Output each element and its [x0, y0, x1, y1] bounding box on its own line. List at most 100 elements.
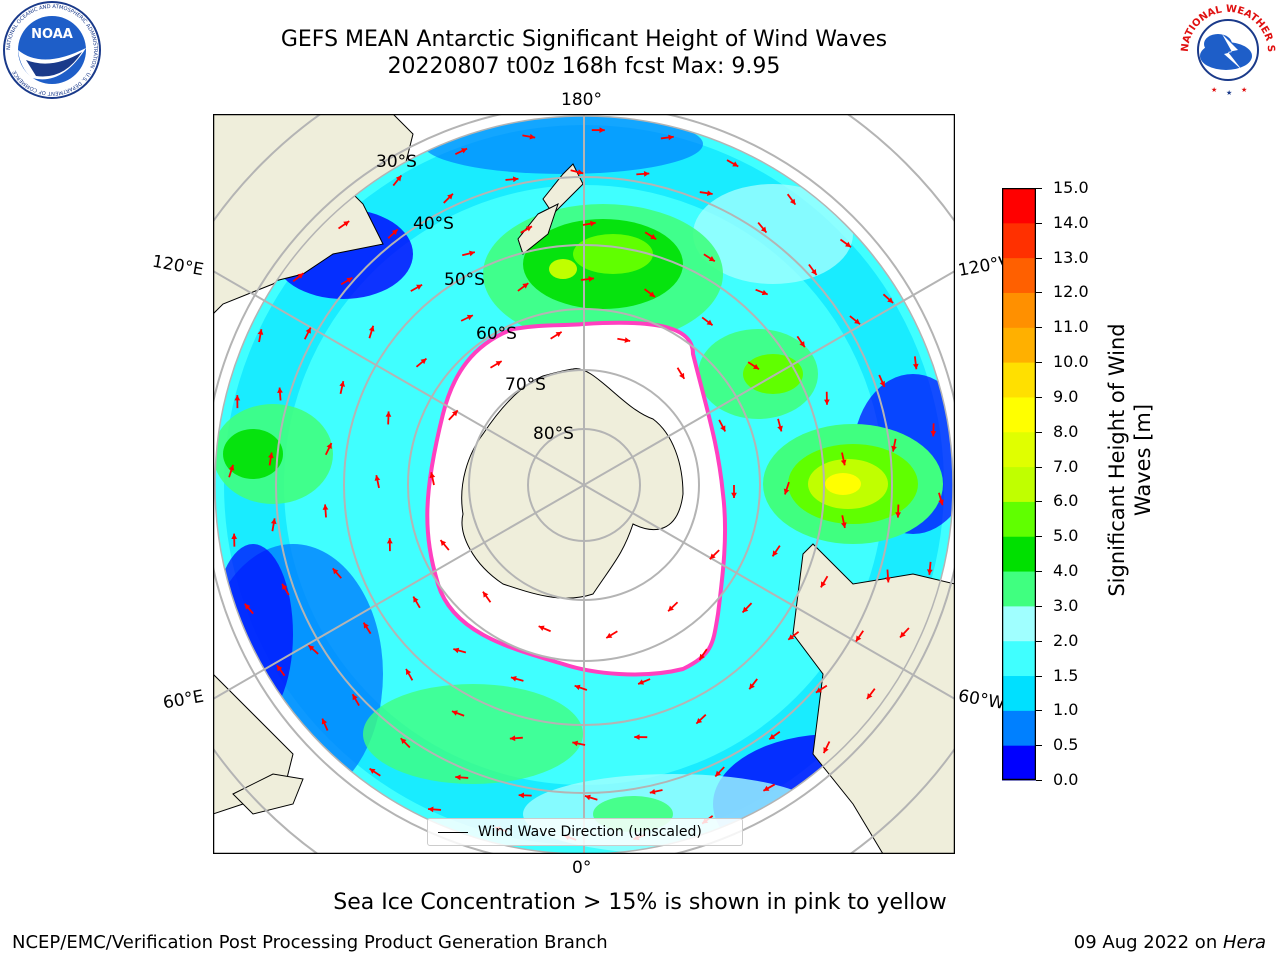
- wind-arrow-head: [385, 411, 392, 417]
- wind-arrow-head: [930, 431, 937, 437]
- wind-arrow-head: [731, 492, 737, 498]
- wind-arrow-head: [369, 768, 376, 774]
- wind-arrow-head: [512, 176, 519, 183]
- wind-arrow-head: [297, 273, 304, 279]
- wind-arrow-head: [395, 175, 402, 182]
- footer-date: 09 Aug 2022 on Hera: [1074, 932, 1266, 953]
- footer-machine: Hera: [1222, 932, 1266, 953]
- colorbar-tick: [1036, 257, 1042, 259]
- wind-arrow-head: [276, 665, 283, 672]
- footer-credit: NCEP/EMC/Verification Post Processing Pr…: [12, 932, 608, 953]
- colorbar-band: [1002, 605, 1036, 642]
- colorbar-tick: [1036, 710, 1042, 712]
- colorbar-tick: [1036, 780, 1042, 781]
- wind-arrow-head: [706, 190, 713, 197]
- colorbar-tick-label: 14.0: [1053, 212, 1089, 232]
- wind-arrow-head: [783, 488, 790, 495]
- colorbar-tick: [1036, 745, 1042, 747]
- colorbar: [1002, 188, 1036, 781]
- colorbar-band: [1002, 710, 1036, 746]
- lat-label-70s: 70°S: [505, 375, 546, 395]
- wind-arrow-head: [668, 134, 674, 141]
- svg-text:★: ★: [1211, 86, 1217, 94]
- colorbar-band: [1002, 327, 1036, 363]
- colorbar-tick-label: 1.0: [1053, 700, 1079, 720]
- wind-arrow-head: [732, 161, 739, 167]
- colorbar-tick: [1036, 327, 1042, 329]
- wind-arrow-head: [509, 735, 516, 742]
- wind-arrow-head: [866, 693, 873, 700]
- legend-line-icon: [438, 831, 468, 833]
- wind-arrow-head: [391, 229, 398, 236]
- lon-label-right-lower: 60°W: [956, 686, 1007, 714]
- wind-arrow-head: [895, 512, 901, 518]
- wind-arrow-head: [885, 577, 891, 583]
- wind-wave-direction-arrows: [228, 127, 944, 841]
- wind-arrow-head: [584, 794, 591, 801]
- colorbar-tick: [1036, 188, 1042, 189]
- noaa-logo-text: NOAA: [31, 27, 73, 42]
- wind-arrow-head: [823, 399, 830, 405]
- wind-arrow-head: [699, 653, 705, 660]
- wind-arrow-head: [788, 634, 795, 640]
- colorbar-tick-label: 1.5: [1053, 665, 1079, 685]
- lat-label-40s: 40°S: [413, 214, 454, 234]
- colorbar-tick-label: 15.0: [1053, 178, 1089, 197]
- wind-arrow-head: [466, 314, 473, 321]
- colorbar-tick-label: 9.0: [1053, 386, 1079, 406]
- colorbar-tick-label: 3.0: [1053, 595, 1079, 615]
- colorbar-tick-label: 0.5: [1053, 735, 1079, 755]
- chart-subtitle: 20220807 t00z 168h fcst Max: 9.95: [387, 54, 781, 79]
- wind-arrow-head: [649, 291, 655, 297]
- colorbar-tick-label: 8.0: [1053, 421, 1079, 441]
- wind-arrow-head: [352, 694, 358, 701]
- chart-title: GEFS MEAN Antarctic Significant Height o…: [280, 27, 888, 52]
- colorbar-band: [1002, 431, 1036, 468]
- wind-arrow-head: [529, 133, 536, 140]
- wind-arrow-head: [879, 380, 885, 387]
- wind-arrow-head: [760, 226, 767, 233]
- wind-arrow-head: [572, 740, 579, 747]
- wind-arrow-head: [574, 684, 581, 691]
- wind-arrow-head: [772, 550, 778, 557]
- wind-arrow-head: [339, 381, 346, 387]
- wind-arrow-head: [228, 464, 235, 471]
- wind-arrow-head: [938, 499, 944, 506]
- colorbar-tick-label: 12.0: [1053, 282, 1089, 302]
- wind-arrow-head: [416, 284, 423, 290]
- wind-arrow-head: [854, 318, 861, 325]
- sea-ice-note: Sea Ice Concentration > 15% is shown in …: [333, 890, 947, 915]
- wind-arrow-head: [769, 733, 776, 740]
- wind-arrow-head: [887, 297, 894, 303]
- wind-arrow-head: [538, 625, 545, 631]
- graticule: [213, 114, 955, 854]
- colorbar-tick: [1036, 431, 1042, 433]
- wind-arrow-head: [270, 518, 277, 525]
- wind-arrow-head: [332, 568, 339, 575]
- colorbar-tick: [1036, 536, 1042, 538]
- wind-arrow-head: [753, 363, 760, 370]
- wind-arrow-head: [518, 792, 525, 799]
- wind-arrow-head: [840, 459, 847, 466]
- colorbar-tick: [1036, 362, 1042, 364]
- wind-arrow-head: [451, 710, 458, 716]
- noaa-logo: NOAA NATIONAL OCEANIC AND ATMOSPHERIC AD…: [3, 1, 101, 99]
- wind-arrow-head: [720, 425, 726, 432]
- wind-arrow-head: [268, 452, 274, 459]
- wind-arrow-head: [638, 679, 645, 685]
- wind-arrow-head: [455, 774, 461, 781]
- wind-arrow-head: [650, 233, 657, 240]
- colorbar-band: [1002, 466, 1036, 502]
- colorbar-band: [1002, 188, 1036, 224]
- wind-arrow-head: [322, 504, 329, 510]
- wind-arrow-head: [588, 276, 594, 282]
- colorbar-band: [1002, 571, 1036, 607]
- wind-arrow-head: [305, 327, 311, 334]
- wind-arrow-head: [789, 198, 796, 205]
- colorbar-tick: [1036, 466, 1042, 468]
- colorbar-band: [1002, 501, 1036, 537]
- colorbar-tick-label: 2.0: [1053, 630, 1079, 650]
- wind-arrow-head: [624, 337, 631, 343]
- map-legend: Wind Wave Direction (unscaled): [427, 818, 743, 846]
- wind-arrow-head: [277, 387, 283, 393]
